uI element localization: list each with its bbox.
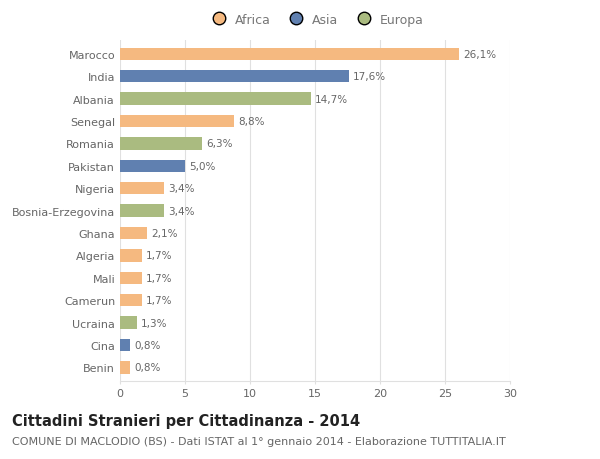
- Bar: [120, 183, 164, 195]
- Text: 6,3%: 6,3%: [206, 139, 232, 149]
- Bar: [120, 339, 130, 351]
- Bar: [120, 160, 185, 173]
- Text: 3,4%: 3,4%: [168, 206, 194, 216]
- Bar: [120, 71, 349, 83]
- Text: 2,1%: 2,1%: [151, 229, 178, 239]
- Text: 26,1%: 26,1%: [463, 50, 496, 60]
- Bar: [120, 317, 137, 329]
- Text: 3,4%: 3,4%: [168, 184, 194, 194]
- Bar: [120, 227, 148, 240]
- Text: 8,8%: 8,8%: [238, 117, 265, 127]
- Text: 0,8%: 0,8%: [134, 363, 161, 373]
- Bar: [120, 138, 202, 150]
- Text: COMUNE DI MACLODIO (BS) - Dati ISTAT al 1° gennaio 2014 - Elaborazione TUTTITALI: COMUNE DI MACLODIO (BS) - Dati ISTAT al …: [12, 436, 506, 446]
- Bar: [120, 272, 142, 284]
- Text: 5,0%: 5,0%: [189, 162, 215, 172]
- Legend: Africa, Asia, Europa: Africa, Asia, Europa: [202, 9, 428, 32]
- Text: 14,7%: 14,7%: [315, 95, 348, 104]
- Text: 1,3%: 1,3%: [141, 318, 167, 328]
- Bar: [120, 294, 142, 307]
- Bar: [120, 205, 164, 217]
- Text: 17,6%: 17,6%: [353, 72, 386, 82]
- Bar: [120, 49, 460, 61]
- Text: Cittadini Stranieri per Cittadinanza - 2014: Cittadini Stranieri per Cittadinanza - 2…: [12, 413, 360, 428]
- Bar: [120, 93, 311, 106]
- Text: 0,8%: 0,8%: [134, 340, 161, 350]
- Text: 1,7%: 1,7%: [146, 296, 173, 306]
- Bar: [120, 116, 235, 128]
- Bar: [120, 361, 130, 374]
- Text: 1,7%: 1,7%: [146, 251, 173, 261]
- Bar: [120, 250, 142, 262]
- Text: 1,7%: 1,7%: [146, 273, 173, 283]
